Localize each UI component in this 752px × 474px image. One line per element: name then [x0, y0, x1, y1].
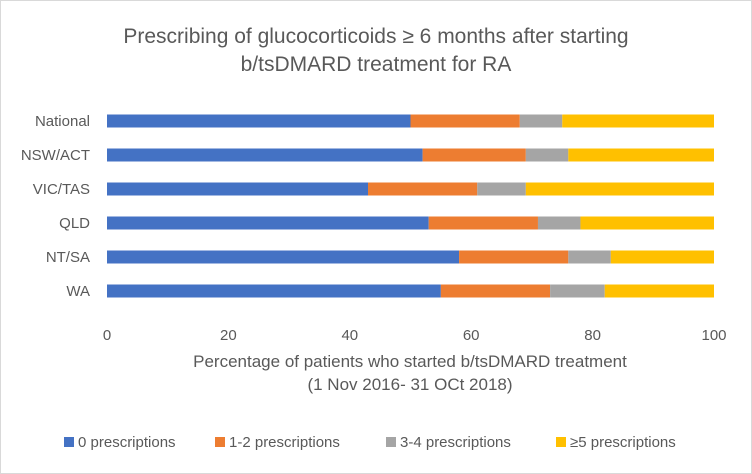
- legend-swatch-3-4-prescriptions: [386, 437, 396, 447]
- bar-qld-0-prescriptions: [107, 216, 429, 230]
- bar-nt-sa-0-prescriptions: [107, 250, 460, 264]
- bar-nt-sa-5-prescriptions: [610, 250, 714, 264]
- chart-title-line-2: b/tsDMARD treatment for RA: [241, 53, 512, 76]
- x-axis-label-line-1: Percentage of patients who started b/tsD…: [193, 352, 627, 371]
- bar-qld-1-2-prescriptions: [428, 216, 538, 230]
- bar-vic-tas-0-prescriptions: [107, 182, 369, 196]
- x-tick-label-40: 40: [341, 327, 358, 344]
- category-label-nt-sa: NT/SA: [46, 249, 90, 266]
- bar-wa-3-4-prescriptions: [550, 284, 605, 298]
- legend-label-0-prescriptions: 0 prescriptions: [78, 434, 176, 451]
- legend-label-3-4-prescriptions: 3-4 prescriptions: [400, 434, 511, 451]
- bar-national-0-prescriptions: [107, 114, 411, 128]
- legend-swatch-5-prescriptions: [556, 437, 566, 447]
- legend-swatch-1-2-prescriptions: [215, 437, 225, 447]
- bar-national-3-4-prescriptions: [519, 114, 563, 128]
- bar-wa-1-2-prescriptions: [440, 284, 551, 298]
- legend-swatch-0-prescriptions: [64, 437, 74, 447]
- x-tick-label-20: 20: [220, 327, 237, 344]
- category-label-vic-tas: VIC/TAS: [33, 181, 90, 198]
- bar-nt-sa-3-4-prescriptions: [568, 250, 611, 264]
- bar-nsw-act-0-prescriptions: [107, 148, 423, 162]
- x-tick-label-100: 100: [701, 327, 726, 344]
- x-tick-label-60: 60: [463, 327, 480, 344]
- category-label-national: National: [35, 113, 90, 130]
- x-tick-label-80: 80: [584, 327, 601, 344]
- bar-national-5-prescriptions: [562, 114, 714, 128]
- legend-label-1-2-prescriptions: 1-2 prescriptions: [229, 434, 340, 451]
- category-label-wa: WA: [66, 283, 90, 300]
- x-tick-label-0: 0: [103, 327, 111, 344]
- bar-nsw-act-5-prescriptions: [568, 148, 714, 162]
- legend-label-5-prescriptions: ≥5 prescriptions: [570, 434, 676, 451]
- bar-national-1-2-prescriptions: [410, 114, 520, 128]
- x-tick-labels: 0 20 40 60 80 100: [103, 327, 727, 344]
- chart-title-line-1: Prescribing of glucocorticoids ≥ 6 month…: [123, 25, 628, 48]
- category-labels: National NSW/ACT VIC/TAS QLD NT/SA WA: [21, 113, 90, 300]
- bar-wa-5-prescriptions: [604, 284, 714, 298]
- bar-nsw-act-1-2-prescriptions: [422, 148, 526, 162]
- bar-nsw-act-3-4-prescriptions: [525, 148, 569, 162]
- bar-vic-tas-5-prescriptions: [525, 182, 714, 196]
- bar-qld-5-prescriptions: [580, 216, 714, 230]
- category-label-nsw-act: NSW/ACT: [21, 147, 90, 164]
- bar-wa-0-prescriptions: [107, 284, 441, 298]
- bar-vic-tas-3-4-prescriptions: [477, 182, 526, 196]
- legend: 0 prescriptions 1-2 prescriptions 3-4 pres…: [64, 434, 676, 451]
- bar-qld-3-4-prescriptions: [537, 216, 581, 230]
- bars-group: [107, 114, 714, 298]
- bar-vic-tas-1-2-prescriptions: [368, 182, 478, 196]
- bar-nt-sa-1-2-prescriptions: [459, 250, 569, 264]
- category-label-qld: QLD: [59, 215, 90, 232]
- x-axis-label-line-2: (1 Nov 2016- 31 OCt 2018): [307, 375, 512, 394]
